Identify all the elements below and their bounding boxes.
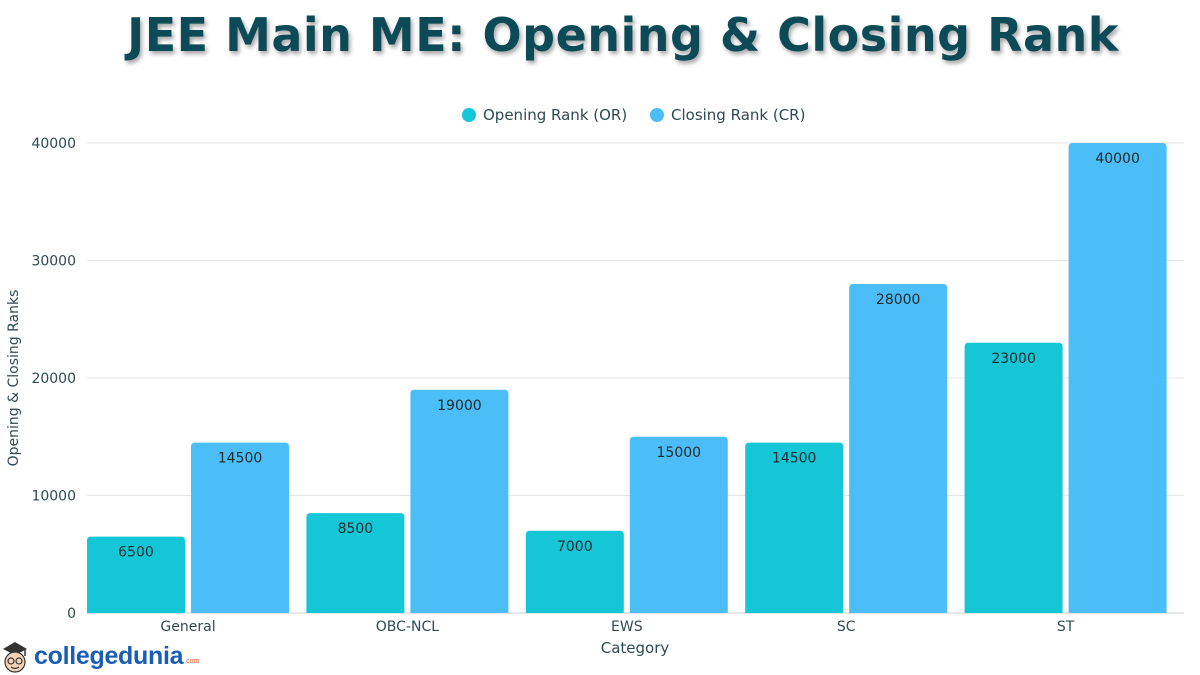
legend-label: Closing Rank (CR) [671, 106, 805, 124]
x-tick-label: SC [837, 619, 856, 635]
legend-label: Opening Rank (OR) [483, 106, 627, 124]
bar-opening-sc[interactable] [745, 442, 844, 613]
legend-marker-icon [650, 108, 664, 122]
bar-value-label: 8500 [338, 521, 374, 537]
bar-value-labels: 6500 14500 8500 19000 7000 15000 14500 28000 230… [118, 151, 1140, 561]
chart-title: JEE Main ME: Opening & Closing Rank [127, 8, 1119, 62]
legend-marker-icon [462, 108, 476, 122]
bar-opening-st[interactable] [964, 342, 1063, 613]
bar-value-label: 14500 [218, 451, 263, 467]
x-axis-title: Category [601, 639, 670, 657]
bar-value-label: 40000 [1095, 151, 1140, 167]
bar-value-label: 28000 [876, 292, 921, 308]
bar-opening-ews[interactable] [525, 530, 624, 613]
y-tick-label: 20000 [31, 371, 76, 387]
bar-closing-st[interactable] [1068, 143, 1167, 613]
x-tick-label: OBC-NCL [376, 619, 439, 635]
bar-value-label: 19000 [437, 398, 482, 414]
bar-value-label: 7000 [557, 539, 593, 555]
bar-opening-general[interactable] [87, 536, 185, 613]
bar-closing-sc[interactable] [849, 284, 948, 613]
brand-logo[interactable]: collegedunia .com [0, 638, 199, 674]
y-tick-label: 30000 [31, 254, 76, 270]
y-axis-tick-labels: 0 10000 20000 30000 40000 [31, 136, 76, 622]
bar-closing-obc-ncl[interactable] [410, 389, 509, 613]
bar-closing-general[interactable] [191, 442, 289, 613]
bar-value-label: 15000 [657, 445, 702, 461]
brand-name: collegedunia [34, 641, 184, 670]
student-mascot-icon [3, 642, 27, 673]
bars [87, 143, 1167, 613]
y-tick-label: 40000 [31, 136, 76, 152]
y-tick-label: 10000 [31, 489, 76, 505]
y-tick-label: 0 [67, 606, 76, 622]
brand-domain: .com [184, 657, 200, 665]
y-axis-title: Opening & Closing Ranks [6, 290, 22, 467]
bar-value-label: 6500 [118, 545, 154, 561]
legend: Opening Rank (OR) Closing Rank (CR) [462, 106, 805, 124]
bar-closing-ews[interactable] [629, 436, 728, 613]
x-axis-tick-labels: General OBC-NCL EWS SC ST [160, 619, 1074, 635]
bar-value-label: 14500 [772, 451, 817, 467]
x-tick-label: ST [1057, 619, 1075, 635]
x-tick-label: General [160, 619, 215, 635]
bar-value-label: 23000 [991, 351, 1036, 367]
bar-opening-obc-ncl[interactable] [306, 513, 405, 613]
x-tick-label: EWS [611, 619, 643, 635]
